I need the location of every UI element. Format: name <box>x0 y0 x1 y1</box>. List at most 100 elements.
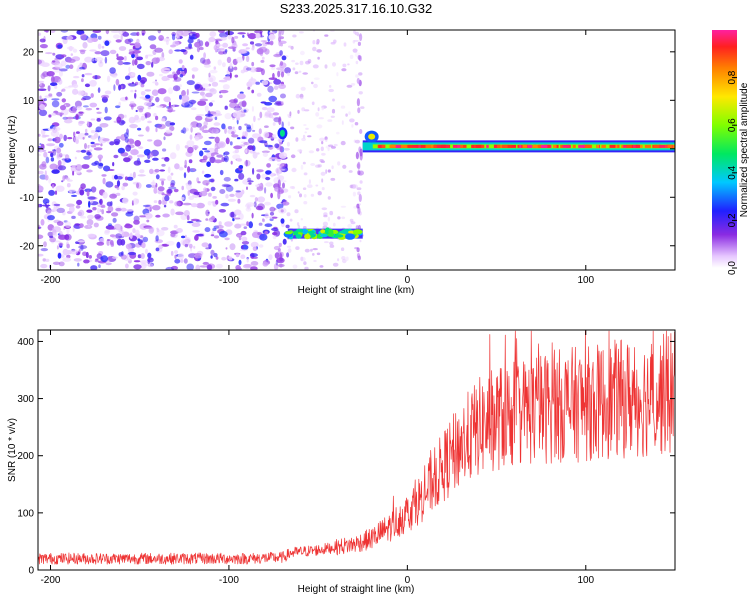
noise-blob <box>174 49 182 52</box>
noise-blob <box>298 70 302 73</box>
noise-blob <box>136 63 145 70</box>
noise-blob <box>90 135 97 140</box>
signal-peak <box>507 144 512 148</box>
noise-blob <box>181 235 186 239</box>
noise-blob <box>229 72 232 79</box>
noise-blob <box>52 261 61 265</box>
noise-blob <box>357 161 361 170</box>
noise-blob <box>136 154 145 158</box>
signal-blob <box>320 229 326 234</box>
noise-blob <box>337 258 340 262</box>
noise-blob <box>225 194 229 199</box>
noise-blob <box>155 235 159 242</box>
noise-blob <box>61 88 66 92</box>
noise-blob <box>208 136 216 139</box>
noise-blob <box>38 226 42 229</box>
noise-blob <box>319 137 325 142</box>
noise-blob <box>308 150 315 154</box>
noise-blob <box>109 49 117 55</box>
signal-peak <box>616 144 619 148</box>
noise-blob <box>268 77 278 80</box>
noise-blob <box>143 212 153 219</box>
noise-blob <box>277 179 281 189</box>
noise-blob <box>273 53 282 58</box>
noise-blob <box>357 170 361 176</box>
noise-blob <box>219 230 228 238</box>
noise-blob <box>122 197 129 204</box>
noise-blob <box>99 123 109 128</box>
noise-blob <box>113 138 121 144</box>
noise-blob <box>337 161 341 166</box>
noise-blob <box>210 152 215 157</box>
noise-blob <box>153 139 163 147</box>
signal-peak <box>493 144 499 148</box>
noise-blob <box>139 96 146 99</box>
noise-blob <box>38 109 48 117</box>
noise-blob <box>262 261 269 267</box>
noise-blob <box>197 181 201 184</box>
noise-blob <box>252 129 256 132</box>
noise-blob <box>85 107 93 111</box>
noise-blob <box>106 239 111 241</box>
noise-blob <box>95 130 100 133</box>
signal-peak <box>596 144 599 148</box>
noise-blob <box>236 137 241 140</box>
noise-blob <box>348 111 351 115</box>
noise-blob <box>287 248 292 253</box>
noise-blob <box>137 238 141 241</box>
noise-blob <box>281 121 284 128</box>
noise-blob <box>73 75 80 79</box>
noise-blob <box>294 71 299 75</box>
noise-blob <box>300 50 305 56</box>
noise-blob <box>39 95 42 100</box>
noise-blob <box>235 253 240 258</box>
noise-blob <box>70 194 78 197</box>
noise-blob <box>228 46 237 49</box>
noise-blob <box>330 177 336 181</box>
noise-blob <box>43 151 48 158</box>
noise-blob <box>316 124 323 129</box>
noise-blob <box>107 169 115 171</box>
signal-blob <box>320 233 328 238</box>
noise-blob <box>122 32 130 37</box>
noise-blob <box>38 80 45 84</box>
noise-blob <box>153 112 157 117</box>
noise-blob <box>58 242 64 246</box>
noise-blob <box>231 36 235 44</box>
noise-blob <box>89 102 98 108</box>
y-tick-label: 0 <box>28 144 34 155</box>
noise-blob <box>130 149 139 156</box>
noise-blob <box>165 129 172 134</box>
noise-blob <box>38 170 44 175</box>
noise-blob <box>120 152 129 157</box>
noise-blob <box>192 230 200 233</box>
noise-blob <box>268 95 278 103</box>
noise-blob <box>80 183 86 190</box>
noise-blob <box>145 184 152 188</box>
noise-blob <box>353 30 356 34</box>
noise-blob <box>121 185 125 191</box>
noise-blob <box>272 116 279 120</box>
heatmap-marks <box>38 30 675 270</box>
noise-blob <box>198 46 204 51</box>
noise-blob <box>155 79 157 82</box>
noise-blob <box>227 198 236 202</box>
noise-blob <box>111 74 117 78</box>
noise-blob <box>317 164 322 168</box>
noise-blob <box>79 223 84 229</box>
noise-blob <box>268 254 273 260</box>
noise-blob <box>211 215 215 221</box>
noise-blob <box>113 34 120 39</box>
noise-blob <box>165 120 172 127</box>
noise-blob <box>252 167 255 175</box>
noise-blob <box>176 30 184 37</box>
heatmap-ylabel: Frequency (Hz) <box>7 116 18 185</box>
noise-blob <box>245 149 248 153</box>
noise-blob <box>204 150 211 153</box>
noise-blob <box>278 152 288 159</box>
noise-blob <box>156 229 165 237</box>
noise-blob <box>116 53 119 58</box>
noise-blob <box>102 177 106 185</box>
noise-blob <box>233 216 236 220</box>
noise-blob <box>199 150 204 157</box>
